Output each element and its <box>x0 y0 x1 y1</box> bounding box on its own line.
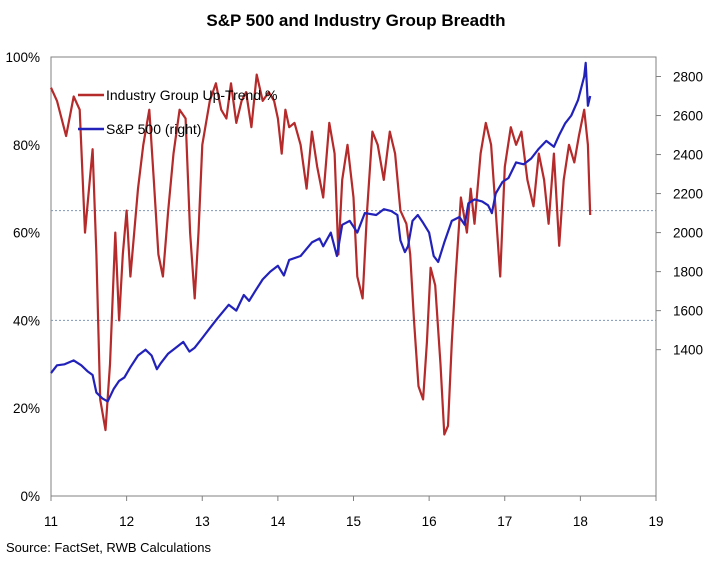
right-tick-label: 1600 <box>673 304 703 319</box>
source-note: Source: FactSet, RWB Calculations <box>6 540 211 555</box>
reference-lines <box>51 210 656 321</box>
right-tick-label: 2800 <box>673 70 703 85</box>
x-tick-label: 17 <box>497 514 512 529</box>
right-tick-label: 2400 <box>673 148 703 163</box>
right-tick-label: 2000 <box>673 226 703 241</box>
x-tick-label: 18 <box>573 514 588 529</box>
x-tick-label: 11 <box>44 514 58 529</box>
x-tick-label: 15 <box>346 514 361 529</box>
x-tick-label: 14 <box>270 514 286 529</box>
x-tick-label: 12 <box>119 514 134 529</box>
left-tick-label: 60% <box>13 226 40 241</box>
left-tick-label: 20% <box>13 401 40 416</box>
left-tick-label: 0% <box>20 489 40 504</box>
legend-label-1: S&P 500 (right) <box>106 121 201 137</box>
legend: Industry Group Up-Trend % S&P 500 (right) <box>78 87 277 137</box>
series-line-1 <box>50 61 592 403</box>
chart-title: S&P 500 and Industry Group Breadth <box>206 11 505 30</box>
right-tick-label: 2200 <box>673 187 703 202</box>
x-axis: 11 12 13 14 15 16 17 18 19 <box>44 496 664 529</box>
x-tick-label: 13 <box>195 514 210 529</box>
right-y-axis: 1400 1600 1800 2000 2200 2400 2600 2800 <box>656 70 703 358</box>
series-line-0 <box>49 73 592 436</box>
right-tick-label: 1400 <box>673 343 703 358</box>
left-tick-label: 40% <box>13 313 40 328</box>
right-tick-label: 2600 <box>673 109 703 124</box>
right-tick-label: 1800 <box>673 265 703 280</box>
left-tick-label: 100% <box>5 50 40 65</box>
left-tick-label: 80% <box>13 138 40 153</box>
series-lines <box>49 61 592 436</box>
x-tick-label: 16 <box>422 514 437 529</box>
x-tick-label: 19 <box>648 514 663 529</box>
left-y-axis: 0% 20% 40% 60% 80% 100% <box>5 50 40 504</box>
legend-label-0: Industry Group Up-Trend % <box>106 87 277 103</box>
